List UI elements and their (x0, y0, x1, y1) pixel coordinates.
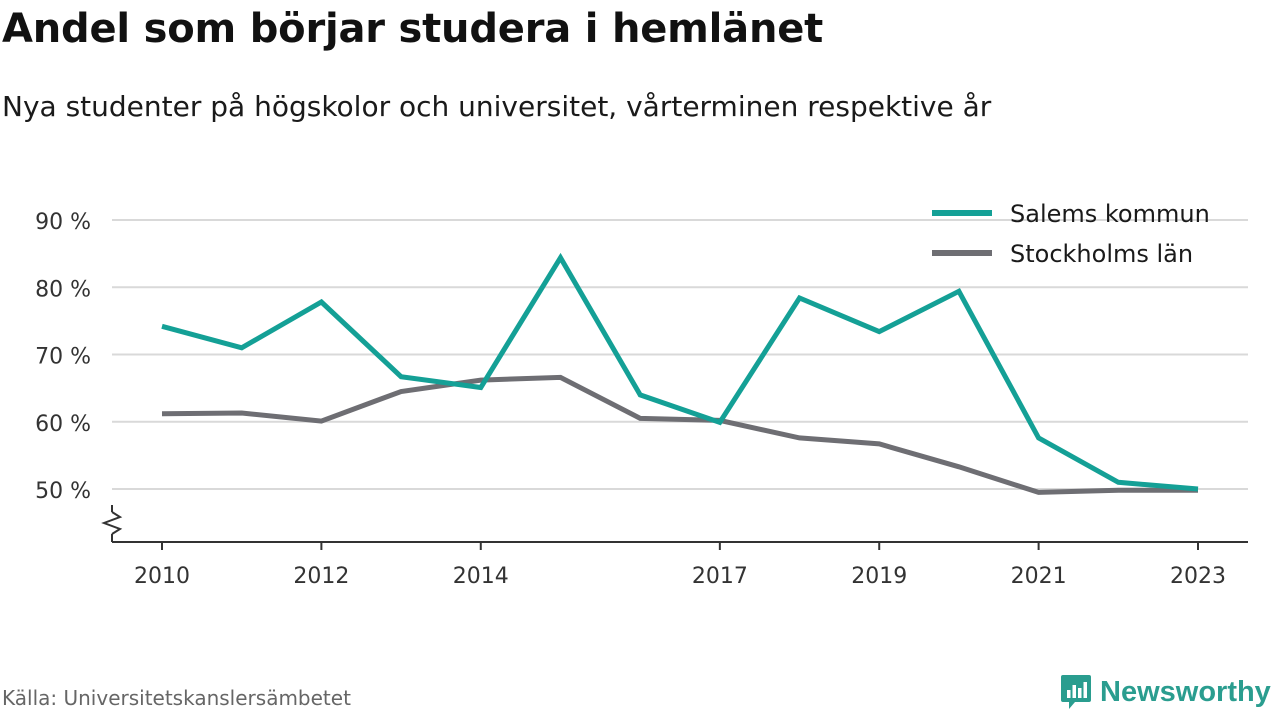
y-tick-label: 80 % (35, 277, 91, 302)
newsworthy-logo-icon (1061, 675, 1091, 709)
series-lines (161, 252, 1199, 495)
legend-label: Salems kommun (1010, 200, 1210, 228)
chart-subtitle: Nya studenter på högskolor och universit… (2, 90, 992, 123)
x-tick-label: 2023 (1170, 564, 1226, 589)
axes: 50 % 60 % 70 % 80 % 90 % 2010 2012 2014 2017 2019… (35, 210, 1248, 589)
legend: Salems kommun Stockholms län (932, 200, 1210, 268)
x-tick-label: 2014 (453, 564, 509, 589)
axis-break-icon (101, 511, 123, 535)
y-tick-label: 90 % (35, 210, 91, 235)
x-tick-label: 2017 (692, 564, 748, 589)
chart-title: Andel som börjar studera i hemlänet (2, 6, 824, 52)
legend-label: Stockholms län (1010, 240, 1193, 268)
series-line-stockholms-lan (161, 374, 1198, 495)
brand-logo: Newsworthy (1060, 672, 1271, 712)
brand-name: Newsworthy (1100, 675, 1271, 708)
x-tick-label: 2021 (1011, 564, 1067, 589)
x-tick-label: 2012 (293, 564, 349, 589)
gridlines (112, 219, 1248, 490)
y-tick-label: 60 % (35, 412, 91, 437)
x-tick-label: 2010 (134, 564, 190, 589)
source-note: Källa: Universitetskanslersämbetet (2, 686, 351, 710)
y-tick-label: 50 % (35, 479, 91, 504)
series-line-salems-kommun (161, 252, 1199, 492)
y-tick-label: 70 % (35, 345, 91, 370)
x-tick-label: 2019 (851, 564, 907, 589)
